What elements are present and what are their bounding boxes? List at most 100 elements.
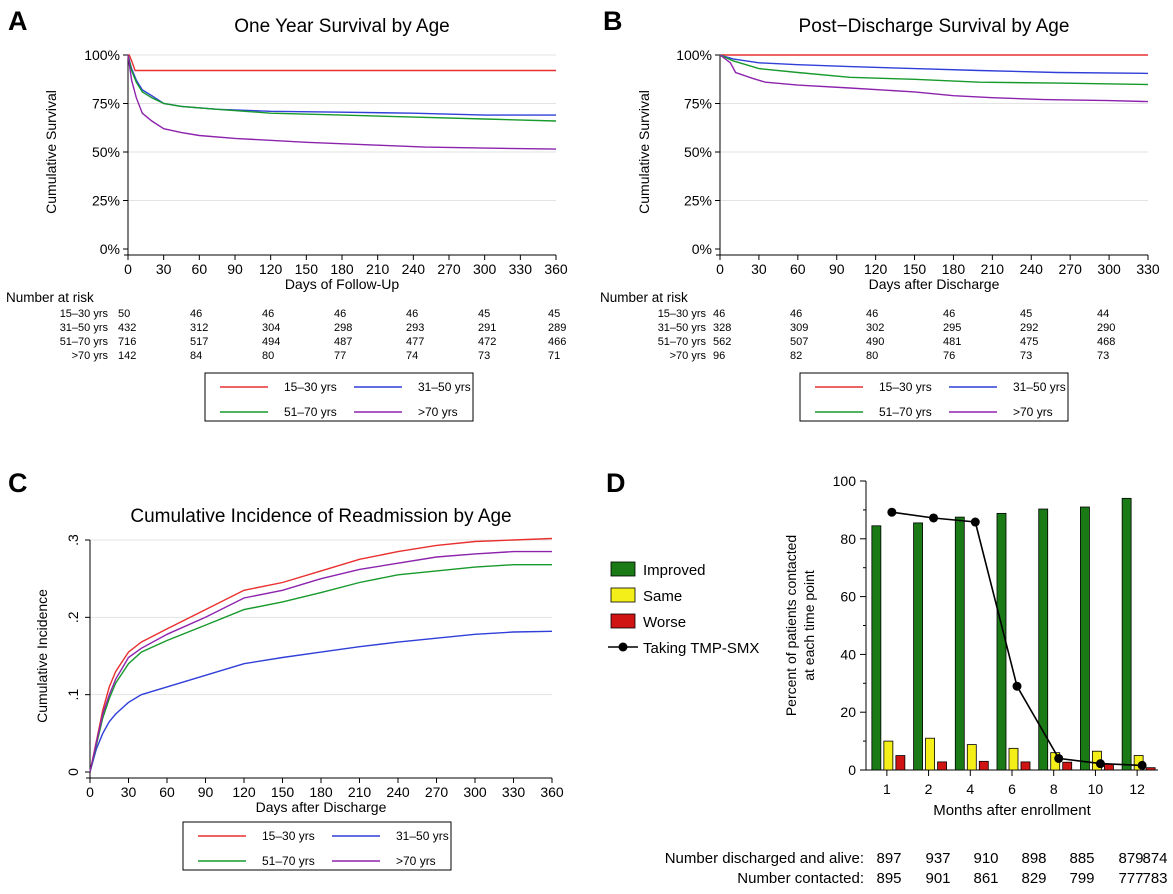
- x-tick-label: 2: [925, 781, 933, 797]
- x-tick-label: 90: [227, 261, 243, 277]
- bar-worse: [1020, 761, 1031, 771]
- legend-swatch: [610, 613, 636, 629]
- x-tick-label: 120: [259, 261, 283, 277]
- series-line-2: [89, 630, 553, 773]
- legend-label: Worse: [643, 614, 686, 631]
- x-tick-label: 120: [232, 784, 256, 800]
- risk-value: 84: [190, 350, 202, 362]
- risk-value: 716: [118, 336, 136, 348]
- risk-value: 289: [548, 322, 566, 334]
- bar-worse: [1104, 763, 1114, 771]
- legend-label: >70 yrs: [1013, 405, 1053, 419]
- risk-value: 328: [713, 322, 731, 334]
- y-tick-label: .1: [65, 689, 81, 701]
- series-line-4: [89, 550, 552, 773]
- x-tick-label: 6: [1008, 781, 1016, 797]
- legend-box: [204, 372, 474, 422]
- risk-value: 293: [406, 322, 424, 334]
- risk-value: 73: [478, 350, 490, 362]
- x-tick-label: 30: [121, 784, 137, 800]
- x-tick-label: 300: [463, 784, 487, 800]
- legend-swatch: [610, 587, 636, 603]
- risk-value: 304: [262, 322, 280, 334]
- series-line-4: [719, 54, 1149, 103]
- risk-row-label: 31–50 yrs: [60, 322, 109, 334]
- risk-value: 45: [1020, 308, 1032, 320]
- risk-value: 46: [190, 308, 202, 320]
- x-tick-label: 270: [1059, 261, 1083, 277]
- panel-b: B Post−Discharge Survival by Age 0% 25% 50% 7…: [600, 6, 1160, 422]
- x-tick-label: 240: [402, 261, 426, 277]
- x-tick-label: 150: [295, 261, 319, 277]
- risk-value: 50: [118, 308, 130, 320]
- y-axis-label: Cumulative Incidence: [34, 589, 50, 723]
- risk-value: 562: [713, 336, 731, 348]
- y-tick-label: 0: [848, 762, 856, 778]
- x-tick-label: 60: [192, 261, 208, 277]
- tmp-smx-line: [891, 511, 1143, 767]
- risk-value: 295: [943, 322, 961, 334]
- bar-same: [883, 740, 894, 771]
- risk-value: 71: [548, 350, 560, 362]
- legend-label: 15–30 yrs: [879, 380, 932, 394]
- risk-value: 74: [406, 350, 418, 362]
- risk-value: 77: [334, 350, 346, 362]
- x-tick-label: 180: [942, 261, 966, 277]
- tmp-smx-point: [1012, 681, 1022, 691]
- table-value: 777: [1118, 870, 1143, 887]
- x-tick-label: 180: [330, 261, 354, 277]
- x-tick-label: 150: [271, 784, 295, 800]
- y-axis-label: Cumulative Survival: [636, 90, 652, 214]
- x-tick-label: 240: [386, 784, 410, 800]
- y-tick-label: 75%: [92, 96, 120, 112]
- risk-value: 507: [790, 336, 808, 348]
- risk-value: 487: [334, 336, 352, 348]
- legend-label: 15–30 yrs: [262, 829, 315, 843]
- legend-label: 51–70 yrs: [879, 405, 932, 419]
- x-tick-label: 12: [1129, 781, 1145, 797]
- y-tick-label: 80: [840, 531, 856, 547]
- table-value: 937: [925, 850, 950, 867]
- series-line-2: [127, 54, 556, 116]
- series-line-1: [89, 537, 553, 773]
- bar-improved: [1038, 508, 1049, 771]
- panel-letter: C: [8, 468, 28, 498]
- bar-improved: [954, 516, 965, 771]
- table-value: 783: [1142, 870, 1167, 887]
- risk-row-label: 15–30 yrs: [60, 308, 109, 320]
- x-tick-label: 10: [1088, 781, 1104, 797]
- table-value: 897: [876, 850, 901, 867]
- risk-value: 46: [334, 308, 346, 320]
- bar-worse: [1145, 767, 1156, 771]
- y-tick-label: 25%: [92, 193, 120, 209]
- risk-value: 517: [190, 336, 208, 348]
- panel-letter: B: [603, 6, 623, 36]
- x-axis-label: Months after enrollment: [933, 802, 1091, 819]
- x-tick-label: 30: [751, 261, 767, 277]
- risk-value: 494: [262, 336, 280, 348]
- chart-title: One Year Survival by Age: [234, 16, 449, 37]
- legend-label: 51–70 yrs: [262, 854, 315, 868]
- risk-value: 73: [1020, 350, 1032, 362]
- legend-label: >70 yrs: [396, 854, 436, 868]
- x-tick-label: 330: [509, 261, 533, 277]
- x-tick-label: 8: [1050, 781, 1058, 797]
- x-tick-label: 0: [86, 784, 94, 800]
- bar-worse: [1062, 761, 1073, 771]
- risk-value: 45: [548, 308, 560, 320]
- legend-label: 31–50 yrs: [1013, 380, 1066, 394]
- risk-row-label: 15–30 yrs: [658, 308, 707, 320]
- x-tick-label: 270: [437, 261, 461, 277]
- y-axis-label: Percent of patients contacted: [783, 535, 799, 716]
- y-tick-label: 100%: [84, 47, 120, 63]
- series-line-4: [127, 54, 557, 150]
- risk-row-label: 31–50 yrs: [658, 322, 707, 334]
- table-row-label: Number contacted:: [737, 870, 864, 887]
- y-tick-label: 40: [840, 646, 856, 662]
- risk-table-header: Number at risk: [600, 290, 688, 305]
- x-tick-label: 360: [540, 784, 564, 800]
- risk-value: 46: [866, 308, 878, 320]
- risk-value: 76: [943, 350, 955, 362]
- risk-value: 298: [334, 322, 352, 334]
